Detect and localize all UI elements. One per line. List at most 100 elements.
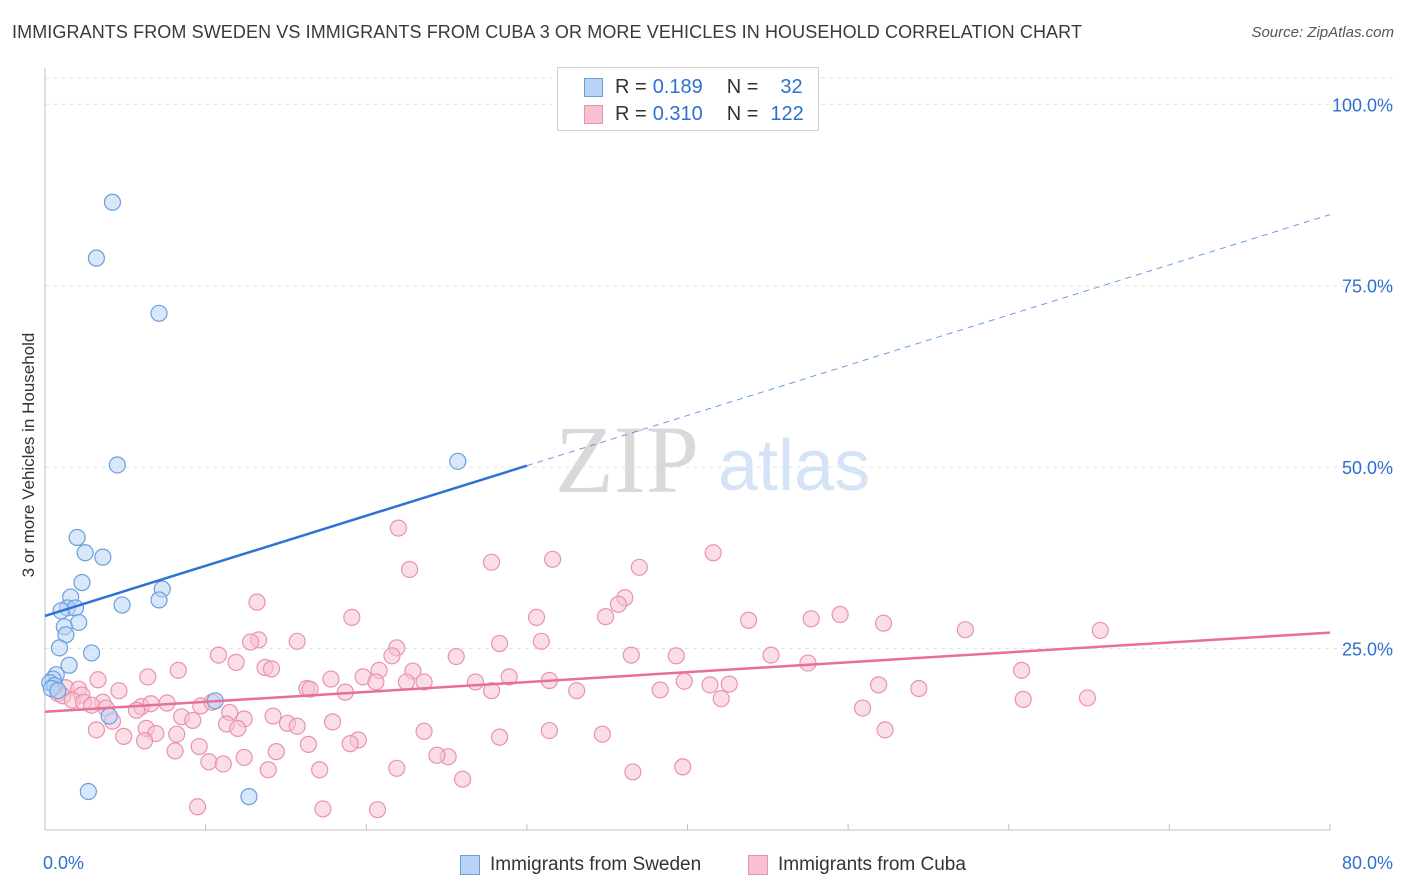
scatter-point [184, 711, 202, 730]
scatter-point [169, 661, 187, 679]
scatter-point [1078, 689, 1097, 707]
y-tick-label: 100.0% [1332, 95, 1393, 115]
scatter-point [264, 707, 282, 725]
scatter-point [190, 737, 208, 756]
scatter-point [454, 770, 472, 788]
scatter-point [150, 591, 168, 609]
scatter-point [311, 761, 329, 779]
scatter-point [209, 646, 228, 664]
scatter-point [876, 721, 894, 739]
sweden-legend-swatch [460, 855, 480, 875]
scatter-point [214, 755, 232, 773]
scatter-point [853, 699, 872, 717]
sweden-trend-line [44, 464, 528, 618]
scatter-point [675, 672, 693, 690]
scatter-point [482, 682, 501, 700]
scatter-point [762, 646, 780, 664]
sweden-swatch [584, 77, 603, 97]
scatter-point [288, 632, 306, 650]
scatter-point [609, 595, 628, 613]
scatter-point [188, 798, 207, 816]
stats-legend: R = 0.189 N = 32 R = 0.310 N = 122 [557, 67, 819, 131]
scatter-point [624, 763, 642, 781]
r-value: 0.189 [652, 75, 703, 98]
y-tick-label: 25.0% [1342, 640, 1393, 660]
sweden-points [41, 193, 467, 806]
cuba-points [49, 519, 1109, 819]
scatter-point [113, 596, 131, 614]
scatter-point [415, 722, 433, 740]
scatter-point [267, 743, 285, 761]
scatter-point [568, 682, 586, 700]
scatter-point [110, 682, 128, 700]
scatter-point [397, 673, 416, 691]
scatter-point [910, 679, 928, 698]
scatter-point [248, 593, 266, 611]
scatter-point [367, 673, 385, 691]
cuba-swatch [584, 104, 603, 124]
scatter-point [870, 676, 888, 694]
scatter-point [543, 550, 562, 568]
scatter-point [227, 653, 245, 671]
scatter-point [301, 680, 319, 698]
scatter-point [383, 647, 401, 665]
scatter-point [449, 452, 467, 470]
cuba-legend-swatch [748, 855, 768, 875]
scatter-point [139, 668, 157, 686]
scatter-point [490, 728, 509, 746]
scatter-point [168, 725, 186, 743]
scatter-point [831, 605, 849, 624]
scatter-point [389, 519, 407, 537]
scatter-point [76, 544, 94, 562]
scatter-point [704, 544, 722, 562]
x-ticks [205, 824, 1331, 830]
gridlines [45, 77, 1394, 650]
scatter-point [135, 732, 154, 750]
scatter-point [103, 193, 122, 211]
trend-lines [44, 214, 1331, 713]
scatter-point [401, 560, 419, 579]
scatter-point [70, 613, 88, 632]
r-label: R = [615, 102, 647, 125]
legend-row-cuba: R = 0.310 N = 122 [584, 101, 804, 127]
scatter-point [482, 553, 501, 571]
scatter-point [622, 646, 640, 664]
scatter-point [490, 634, 509, 653]
scatter-point [447, 647, 465, 666]
sweden-trend-extension [526, 214, 1331, 467]
scatter-point [288, 717, 306, 735]
scatter-point [712, 690, 730, 708]
scatter-point [388, 759, 406, 777]
scatter-point [540, 721, 558, 740]
scatter-point [651, 681, 669, 699]
scatter-point [100, 707, 118, 725]
scatter-point [500, 668, 518, 686]
scatter-point [150, 304, 168, 322]
scatter-point [674, 758, 692, 776]
n-value: 32 [780, 75, 803, 98]
series-legend-cuba: Immigrants from Cuba [748, 852, 966, 878]
r-label: R = [615, 75, 647, 98]
watermark-zip: ZIP [555, 406, 699, 513]
cuba-legend-label: Immigrants from Cuba [778, 854, 966, 875]
scatter-point [630, 558, 648, 576]
scatter-point [874, 614, 893, 632]
r-value: 0.310 [652, 102, 703, 125]
y-tick-label: 75.0% [1342, 277, 1393, 297]
scatter-point [596, 608, 615, 626]
scatter-point [466, 673, 485, 691]
scatter-point [242, 633, 260, 651]
scatter-point [667, 647, 685, 665]
scatter-point [60, 656, 78, 674]
scatter-point [229, 719, 247, 738]
sweden-legend-label: Immigrants from Sweden [490, 854, 702, 875]
cuba-trend-line [44, 631, 1331, 713]
scatter-point [82, 644, 101, 662]
n-label: N = [726, 102, 759, 125]
scatter-point [166, 742, 184, 760]
scatter-point [802, 610, 820, 628]
x-tick-label-min: 0.0% [43, 853, 84, 873]
series-legend-sweden: Immigrants from Sweden [460, 852, 701, 878]
scatter-point [415, 673, 433, 691]
